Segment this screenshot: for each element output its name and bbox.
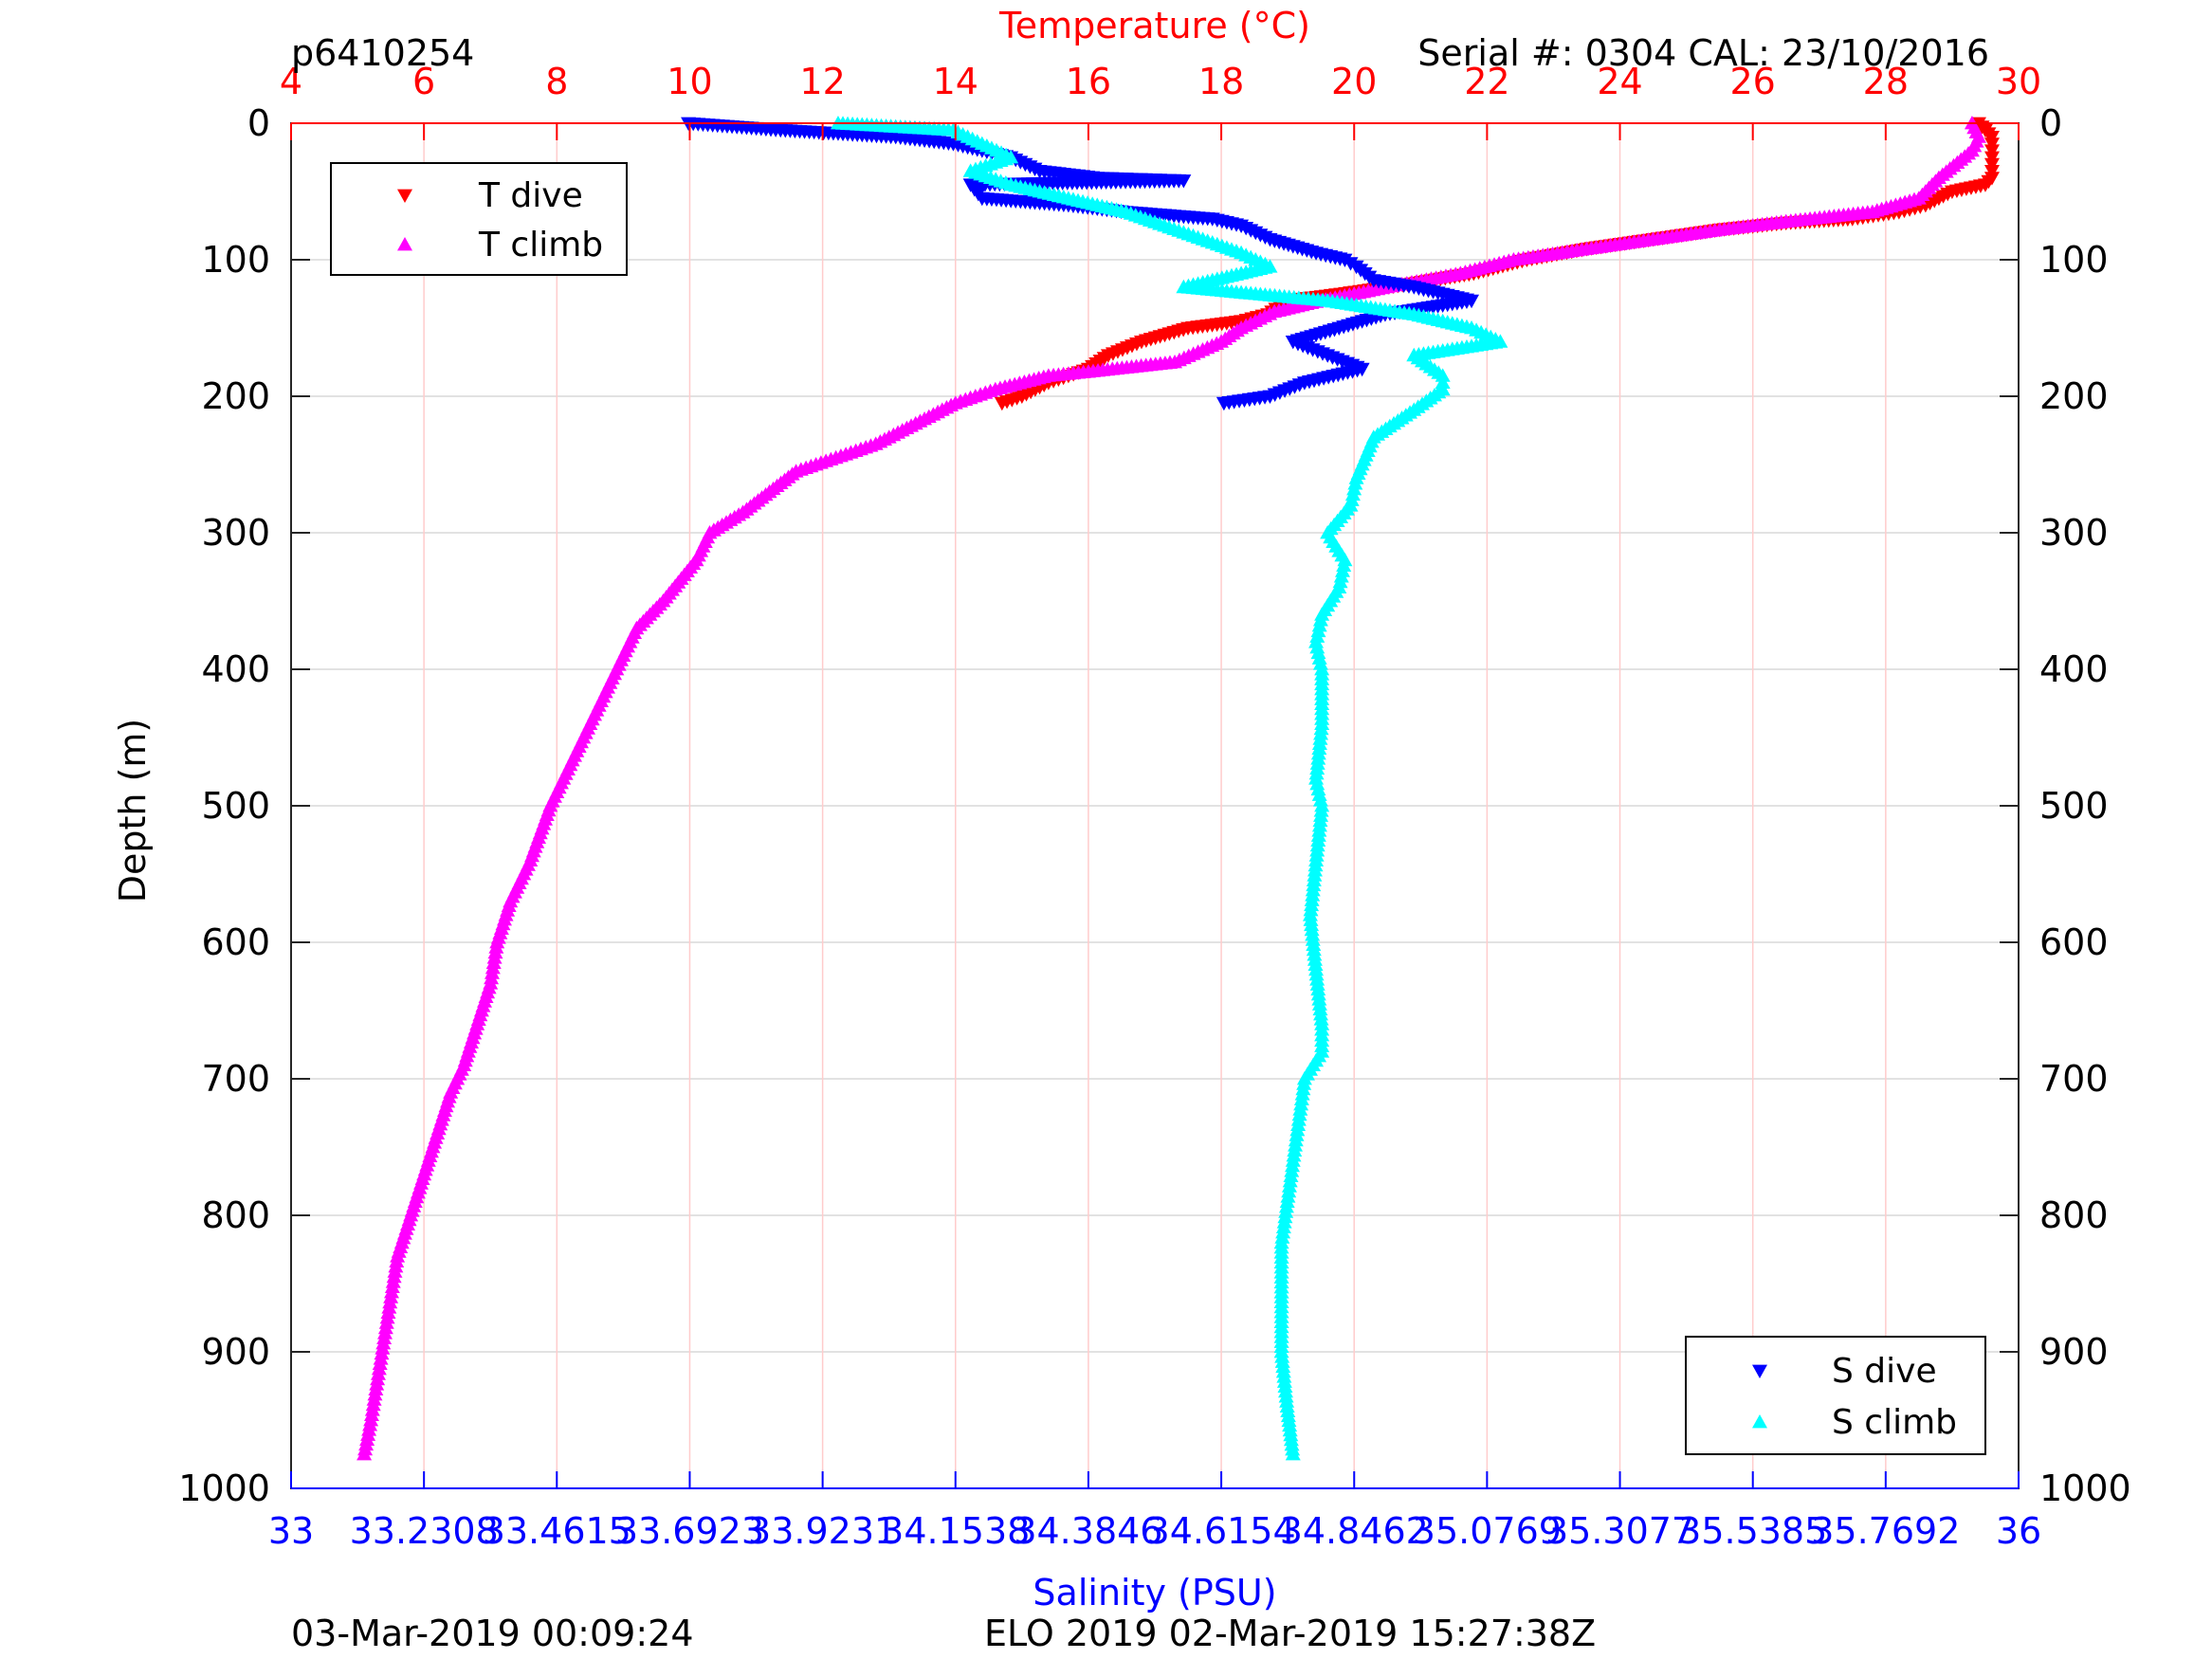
salinity-tick-label: 35.5385 xyxy=(1678,1510,1827,1552)
temperature-tick-label: 4 xyxy=(280,61,302,102)
salinity-tick-label: 35.7692 xyxy=(1811,1510,1960,1552)
depth-tick-label-left: 400 xyxy=(201,648,270,690)
data-point-s-dive xyxy=(1216,396,1232,411)
data-point-t-dive xyxy=(994,396,1010,411)
temperature-tick-label: 26 xyxy=(1730,61,1776,102)
legend-marker-t-dive xyxy=(397,189,412,203)
data-point-s-climb xyxy=(1435,368,1451,382)
temperature-tick-label: 28 xyxy=(1863,61,1909,102)
salinity-tick-label: 35.0769 xyxy=(1413,1510,1562,1552)
legend-marker-t-climb xyxy=(397,237,412,251)
depth-tick-label-right: 800 xyxy=(2039,1194,2109,1236)
series-s-climb xyxy=(830,116,1508,1461)
temperature-tick-label: 12 xyxy=(799,61,845,102)
legend-label-s-climb: S climb xyxy=(1832,1403,1957,1442)
temperature-tick-label: 18 xyxy=(1198,61,1244,102)
salinity-tick-label: 33.2308 xyxy=(350,1510,499,1552)
depth-tick-label-left: 200 xyxy=(201,375,270,417)
depth-tick-label-left: 800 xyxy=(201,1194,270,1236)
temperature-tick-label: 30 xyxy=(1996,61,2041,102)
legend-label-s-dive: S dive xyxy=(1832,1352,1937,1391)
depth-tick-label-right: 1000 xyxy=(2039,1468,2131,1509)
legend-label-t-climb: T climb xyxy=(478,226,603,264)
temperature-tick-label: 24 xyxy=(1597,61,1642,102)
data-point-s-climb xyxy=(1285,1447,1301,1461)
salinity-tick-label: 34.1538 xyxy=(881,1510,1030,1552)
depth-tick-label-right: 700 xyxy=(2039,1058,2109,1100)
temperature-legend: T dive T climb xyxy=(330,162,628,276)
serial-cal-info: Serial #: 0304 CAL: 23/10/2016 xyxy=(1417,32,1989,74)
legend-marker-s-climb xyxy=(1752,1414,1767,1429)
depth-tick-label-left: 300 xyxy=(201,512,270,554)
salinity-tick-label: 36 xyxy=(1996,1510,2041,1552)
salinity-tick-label: 33.9231 xyxy=(748,1510,897,1552)
depth-tick-label-left: 0 xyxy=(247,102,270,144)
depth-tick-label-right: 500 xyxy=(2039,785,2109,827)
temperature-tick-label: 14 xyxy=(933,61,978,102)
temperature-tick-label: 20 xyxy=(1331,61,1377,102)
salinity-axis-label: Salinity (PSU) xyxy=(1033,1572,1276,1613)
depth-tick-label-left: 100 xyxy=(201,239,270,281)
temperature-legend-box xyxy=(330,162,628,276)
depth-tick-label-right: 0 xyxy=(2039,102,2062,144)
axis-ticks: 0 0 100 100 200 200 300 300 400 400 500 500 600 600 70… xyxy=(178,61,2130,1552)
salinity-tick-label: 35.3077 xyxy=(1545,1510,1694,1552)
temperature-tick-label: 16 xyxy=(1066,61,1111,102)
depth-tick-label-right: 400 xyxy=(2039,648,2109,690)
depth-tick-label-left: 600 xyxy=(201,921,270,963)
temperature-tick-label: 22 xyxy=(1464,61,1509,102)
data-points xyxy=(356,116,2000,1461)
depth-tick-label-right: 600 xyxy=(2039,921,2109,963)
temperature-axis-label: Temperature (°C) xyxy=(998,5,1310,46)
series-t-climb xyxy=(356,116,1986,1461)
depth-tick-label-left: 1000 xyxy=(178,1468,270,1509)
footer-timestamp: 03-Mar-2019 00:09:24 xyxy=(291,1613,694,1654)
salinity-tick-label: 33.4615 xyxy=(483,1510,631,1552)
depth-tick-label-left: 700 xyxy=(201,1058,270,1100)
depth-tick-label-right: 900 xyxy=(2039,1331,2109,1373)
depth-tick-label-right: 200 xyxy=(2039,375,2109,417)
legend-marker-s-dive xyxy=(1752,1364,1767,1378)
salinity-legend: S dive S climb xyxy=(1685,1336,1986,1455)
depth-axis-label: Depth (m) xyxy=(112,719,154,903)
footer-mission-info: ELO 2019 02-Mar-2019 15:27:38Z xyxy=(984,1613,1596,1654)
depth-tick-label-right: 300 xyxy=(2039,512,2109,554)
legend-label-t-dive: T dive xyxy=(478,176,583,215)
depth-tick-label-right: 100 xyxy=(2039,239,2109,281)
salinity-tick-label: 33.6923 xyxy=(615,1510,764,1552)
temperature-tick-label: 8 xyxy=(545,61,568,102)
temperature-tick-label: 6 xyxy=(412,61,435,102)
salinity-tick-label: 33 xyxy=(268,1510,314,1552)
temperature-tick-label: 10 xyxy=(667,61,712,102)
salinity-tick-label: 34.8462 xyxy=(1280,1510,1429,1552)
salinity-tick-label: 34.3846 xyxy=(1014,1510,1162,1552)
salinity-tick-label: 34.6154 xyxy=(1147,1510,1296,1552)
depth-tick-label-left: 900 xyxy=(201,1331,270,1373)
depth-tick-label-left: 500 xyxy=(201,785,270,827)
salinity-legend-box xyxy=(1685,1336,1986,1455)
profile-id: p6410254 xyxy=(291,32,474,74)
data-point-t-climb xyxy=(356,1447,373,1461)
